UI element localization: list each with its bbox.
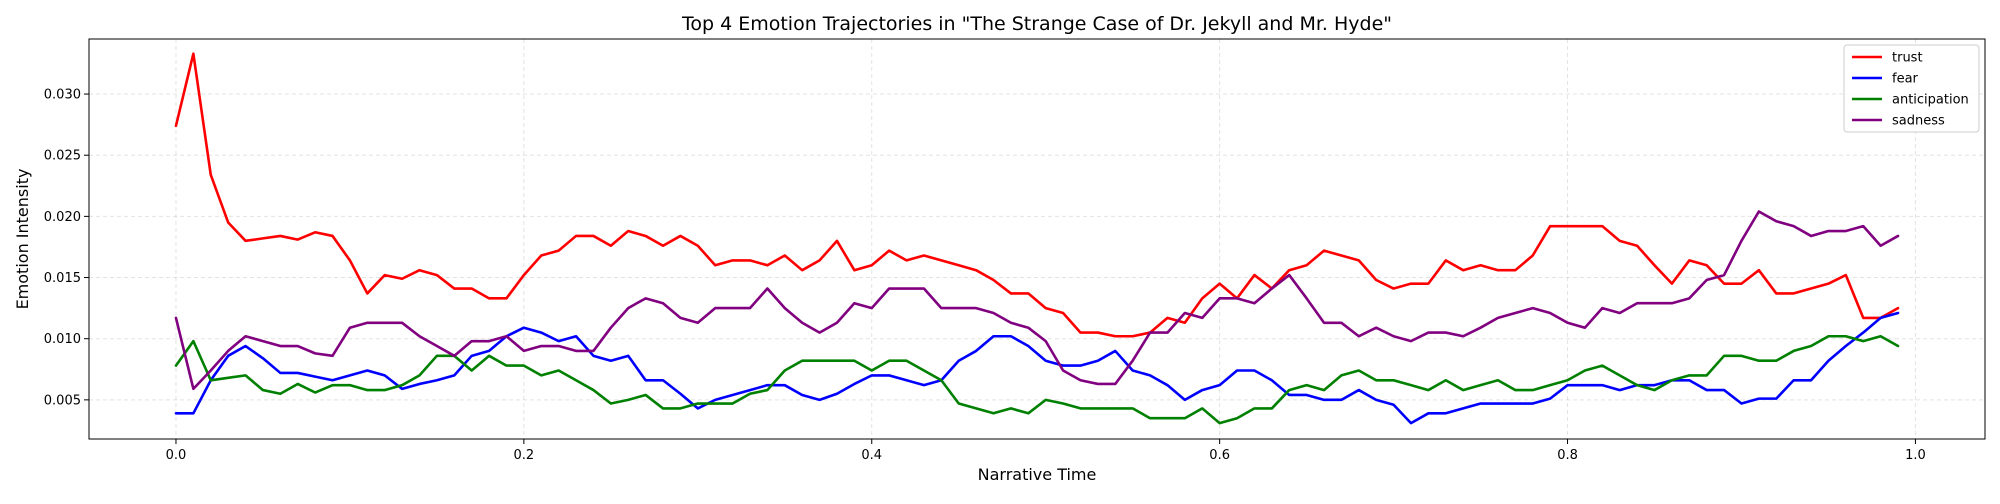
series-line-fear <box>174 311 1900 425</box>
legend-label-anticipation: anticipation <box>1892 93 1969 108</box>
x-axis-ticks: 0.0 0.2 0.4 0.6 0.8 1.0 <box>166 439 1926 463</box>
legend-box <box>1843 44 1980 133</box>
chart-title: Top 4 Emotion Trajectories in "The Stran… <box>681 13 1392 35</box>
y-tick-label: 0.025 <box>44 149 81 164</box>
x-tick-label: 0.8 <box>1557 448 1578 463</box>
y-tick-label: 0.010 <box>44 332 81 347</box>
y-tick-label: 0.030 <box>44 88 81 103</box>
plot-area-frame <box>88 38 1986 440</box>
series-line-sadness <box>174 210 1900 391</box>
x-tick-label: 0.6 <box>1209 448 1230 463</box>
y-axis-label: Emotion Intensity <box>13 169 32 310</box>
x-tick-label: 1.0 <box>1905 448 1926 463</box>
y-axis-ticks: 0.005 0.010 0.015 0.020 0.025 0.030 <box>44 88 89 408</box>
series-lines <box>174 52 1900 425</box>
series-line-trust <box>174 52 1900 338</box>
series-line-anticipation <box>174 334 1900 425</box>
y-tick-label: 0.015 <box>44 271 81 286</box>
x-tick-label: 0.0 <box>166 448 187 463</box>
y-tick-label: 0.020 <box>44 210 81 225</box>
x-tick-label: 0.2 <box>514 448 535 463</box>
legend-items: trust fear anticipation sadness <box>1852 51 1969 129</box>
legend-label-fear: fear <box>1892 72 1919 87</box>
legend-label-trust: trust <box>1892 51 1923 66</box>
legend-label-sadness: sadness <box>1892 114 1945 129</box>
legend: trust fear anticipation sadness <box>1843 44 1980 133</box>
x-axis-label: Narrative Time <box>978 465 1097 484</box>
y-tick-label: 0.005 <box>44 393 81 408</box>
x-tick-label: 0.4 <box>861 448 882 463</box>
